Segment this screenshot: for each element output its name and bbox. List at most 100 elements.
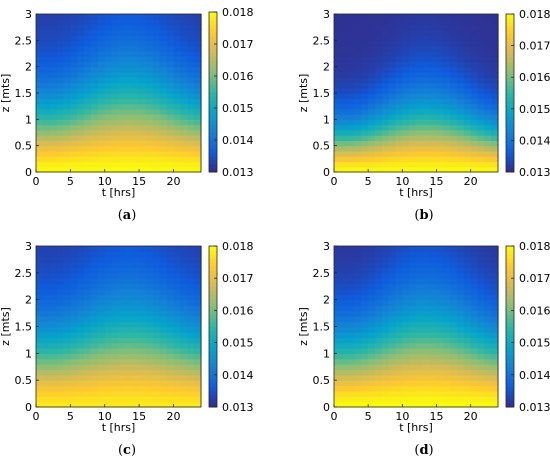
heatmap-cell: [187, 166, 195, 173]
heatmap-cell: [70, 321, 78, 328]
heatmap-cell: [402, 140, 410, 147]
heatmap-cell: [42, 135, 51, 141]
heatmap-cell: [63, 288, 71, 295]
heatmap-cell: [173, 114, 181, 120]
heatmap-cell: [159, 61, 168, 68]
heatmap-cell: [125, 256, 133, 263]
heatmap-cell: [146, 256, 154, 263]
heatmap-cell: [416, 337, 424, 344]
heatmap-cell: [422, 35, 431, 41]
heatmap-cell: [375, 50, 383, 57]
heatmap-cell: [187, 326, 195, 333]
heatmap-cell: [97, 262, 106, 269]
heatmap-cell: [375, 353, 383, 360]
heatmap-cell: [111, 364, 120, 371]
heatmap-cell: [395, 390, 403, 397]
heatmap-cell: [334, 283, 342, 290]
heatmap-cell: [436, 140, 444, 147]
heatmap-cell: [416, 321, 424, 328]
heatmap-cell: [347, 35, 356, 41]
heatmap-cell: [450, 278, 458, 285]
heatmap-cell: [70, 272, 78, 279]
heatmap-cell: [118, 14, 126, 20]
colorbar-segment: [506, 250, 514, 255]
heatmap-cell: [91, 77, 99, 84]
heatmap-cell: [395, 299, 403, 306]
heatmap-cell: [70, 19, 78, 26]
colorbar-segment: [506, 322, 514, 328]
heatmap-cell: [429, 342, 438, 349]
heatmap-cell: [409, 45, 417, 52]
colorbar-segment: [209, 270, 217, 275]
heatmap-cell: [340, 87, 349, 94]
heatmap-cell: [187, 256, 195, 263]
heatmap-cell: [104, 288, 113, 295]
heatmap-cell: [166, 380, 175, 387]
heatmap-cell: [77, 119, 85, 126]
heatmap-cell: [70, 71, 78, 78]
colorbar-segment: [506, 386, 514, 392]
heatmap-cell: [111, 267, 120, 274]
heatmap-cell: [368, 156, 376, 163]
colorbar-segment: [209, 402, 217, 408]
heatmap-cell: [402, 358, 410, 365]
heatmap-cell: [395, 385, 403, 392]
colorbar-segment: [209, 334, 217, 340]
heatmap-cell: [91, 369, 99, 376]
heatmap-cell: [139, 342, 147, 349]
colorbar-segment: [209, 76, 217, 81]
heatmap-cell: [470, 353, 479, 360]
heatmap-cell: [42, 358, 51, 365]
heatmap-cell: [166, 278, 175, 285]
heatmap-cell: [152, 331, 161, 338]
heatmap-cell: [354, 305, 362, 311]
heatmap-cell: [159, 50, 168, 57]
heatmap-cell: [443, 283, 451, 290]
heatmap-cell: [388, 103, 397, 110]
heatmap-cell: [361, 24, 369, 31]
heatmap-cell: [132, 369, 140, 376]
heatmap-cell: [409, 267, 417, 274]
heatmap-cell: [36, 390, 44, 397]
heatmap-cell: [132, 50, 140, 57]
heatmap-cell: [477, 166, 485, 173]
heatmap-cell: [84, 337, 92, 344]
heatmap-cell: [118, 299, 126, 306]
heatmap-cell: [63, 145, 71, 152]
heatmap-cell: [91, 246, 99, 252]
heatmap-cell: [491, 326, 499, 333]
heatmap-cell: [395, 98, 403, 105]
heatmap-cell: [457, 369, 465, 376]
heatmap-cell: [70, 87, 78, 94]
heatmap-cell: [91, 161, 99, 168]
heatmap-cell: [347, 156, 356, 163]
heatmap-cell: [104, 140, 113, 147]
heatmap-cell: [180, 272, 188, 279]
heatmap-cell: [429, 129, 438, 136]
heatmap-cell: [416, 358, 424, 365]
heatmap-cell: [36, 145, 44, 152]
heatmap-cell: [49, 331, 58, 338]
heatmap-cell: [166, 369, 175, 376]
heatmap-cell: [139, 108, 147, 115]
heatmap-cell: [409, 385, 417, 392]
heatmap-cell: [443, 50, 451, 57]
heatmap-cell: [450, 310, 458, 317]
colorbar-segment: [506, 73, 514, 78]
heatmap-cell: [381, 45, 390, 52]
heatmap-cell: [422, 29, 431, 36]
heatmap-cell: [334, 35, 342, 41]
heatmap-cell: [402, 251, 410, 258]
heatmap-cell: [429, 251, 438, 258]
heatmap-cell: [463, 24, 472, 31]
heatmap-cell: [173, 294, 181, 301]
heatmap-cell: [368, 103, 376, 110]
heatmap-cell: [470, 310, 479, 317]
heatmap-cell: [42, 103, 51, 110]
heatmap-cell: [42, 364, 51, 371]
heatmap-cell: [146, 66, 154, 73]
heatmap-cell: [368, 347, 376, 354]
heatmap-cell: [97, 145, 106, 152]
heatmap-cell: [368, 108, 376, 115]
heatmap-cell: [416, 45, 424, 52]
